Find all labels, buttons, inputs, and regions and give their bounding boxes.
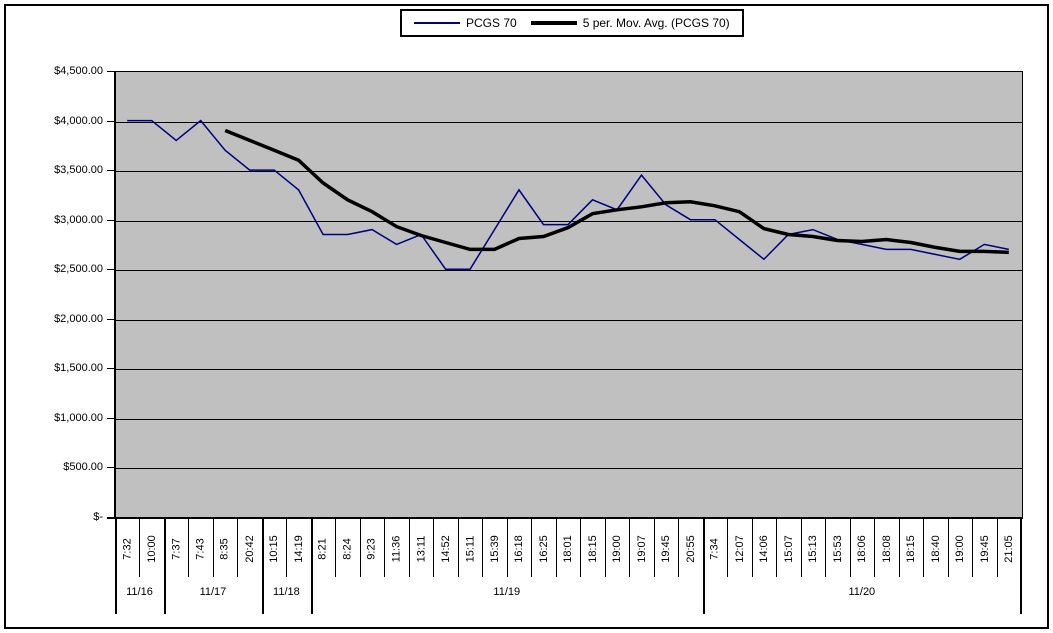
- x-axis-tick-separator: [874, 519, 876, 577]
- x-axis-date-label: 11/19: [493, 586, 521, 598]
- date-boundary-separator: [163, 519, 166, 614]
- y-axis-label: $2,500.00: [54, 263, 103, 276]
- x-axis-tick-separator: [727, 519, 729, 577]
- y-axis-label: $4,500.00: [54, 65, 103, 77]
- y-axis-label: $3,500.00: [54, 164, 103, 177]
- x-axis-date-label: 11/16: [126, 586, 153, 598]
- x-axis-tick-separator: [898, 519, 900, 577]
- x-axis-tick-separator: [188, 519, 190, 577]
- x-axis-tick-separator: [776, 519, 778, 577]
- x-axis-tick-separator: [139, 519, 141, 577]
- x-axis-tick-separator: [580, 519, 582, 577]
- x-axis-tick-separator: [335, 519, 337, 577]
- series-line-pcgs70: [127, 119, 1009, 270]
- legend-item-pcgs70: PCGS 70: [414, 16, 517, 30]
- y-axis-label: $-: [93, 511, 103, 523]
- x-axis-tick-separator: [996, 519, 998, 577]
- x-axis-tick-separator: [506, 519, 508, 577]
- legend-item-moving-avg: 5 per. Mov. Avg. (PCGS 70): [530, 16, 730, 30]
- y-axis-tick: [107, 368, 114, 370]
- x-axis-tick-separator: [849, 519, 851, 577]
- y-axis-label: $500.00: [63, 461, 103, 474]
- y-axis-tick: [107, 318, 114, 320]
- date-boundary-separator: [1020, 519, 1022, 614]
- y-axis-tick: [107, 269, 114, 271]
- x-axis-tick-separator: [923, 519, 925, 577]
- x-axis-tick-separator: [457, 519, 459, 577]
- x-axis-date-label: 11/17: [199, 586, 227, 598]
- x-axis-tick-separator: [433, 519, 435, 577]
- x-axis-line: [107, 517, 1022, 519]
- x-axis-tick-separator: [947, 519, 949, 577]
- gridline: [116, 468, 1022, 470]
- gridline: [116, 220, 1022, 222]
- date-boundary-separator: [261, 519, 264, 614]
- gridline: [116, 171, 1022, 173]
- legend-line-sample-pcgs70: [414, 22, 460, 24]
- x-axis-tick-separator: [972, 519, 974, 577]
- gridline: [116, 121, 1022, 123]
- gridline: [116, 270, 1022, 272]
- x-axis-tick-separator: [678, 519, 680, 577]
- x-axis-tick-separator: [531, 519, 533, 577]
- y-axis-tick: [107, 467, 114, 469]
- gridline: [116, 418, 1022, 420]
- date-boundary-separator: [115, 519, 117, 614]
- x-axis-date-label: 11/20: [848, 586, 876, 598]
- x-axis-tick-separator: [384, 519, 386, 577]
- x-axis-tick-separator: [604, 519, 606, 577]
- x-axis-tick-separator: [800, 519, 802, 577]
- legend-line-sample-moving-avg: [530, 21, 577, 25]
- x-axis-tick-separator: [212, 519, 214, 577]
- date-boundary-separator: [310, 519, 313, 614]
- x-axis-tick-separator: [237, 519, 239, 577]
- date-boundary-separator: [702, 519, 705, 614]
- legend: PCGS 70 5 per. Mov. Avg. (PCGS 70): [400, 9, 744, 37]
- series-line-moving-avg: [224, 128, 1009, 255]
- x-axis-tick-separator: [286, 519, 288, 577]
- x-axis-tick-separator: [555, 519, 557, 577]
- x-axis-tick-separator: [825, 519, 827, 577]
- y-axis-line: [114, 71, 116, 519]
- y-axis-label: $4,000.00: [54, 114, 103, 127]
- y-axis-tick: [107, 417, 114, 419]
- y-axis-tick: [107, 120, 114, 122]
- chart-border: [4, 4, 1049, 629]
- x-axis-date-label: 11/18: [273, 586, 300, 598]
- y-axis-label: $3,000.00: [54, 213, 103, 226]
- x-axis-tick-separator: [408, 519, 410, 577]
- x-axis-tick-separator: [629, 519, 631, 577]
- y-axis-label: $1,500.00: [54, 362, 103, 375]
- x-axis-tick-separator: [653, 519, 655, 577]
- x-axis-tick-separator: [359, 519, 361, 577]
- gridline: [116, 319, 1022, 321]
- legend-label-pcgs70: PCGS 70: [466, 16, 517, 30]
- gridline: [116, 369, 1022, 371]
- y-axis-label: $1,000.00: [54, 411, 103, 424]
- x-axis-tick-separator: [482, 519, 484, 577]
- y-axis-tick: [107, 71, 114, 72]
- y-axis-label: $2,000.00: [54, 312, 103, 325]
- legend-label-moving-avg: 5 per. Mov. Avg. (PCGS 70): [582, 16, 730, 30]
- y-axis-tick: [107, 170, 114, 172]
- y-axis-tick: [107, 219, 114, 221]
- x-axis-tick-separator: [751, 519, 753, 577]
